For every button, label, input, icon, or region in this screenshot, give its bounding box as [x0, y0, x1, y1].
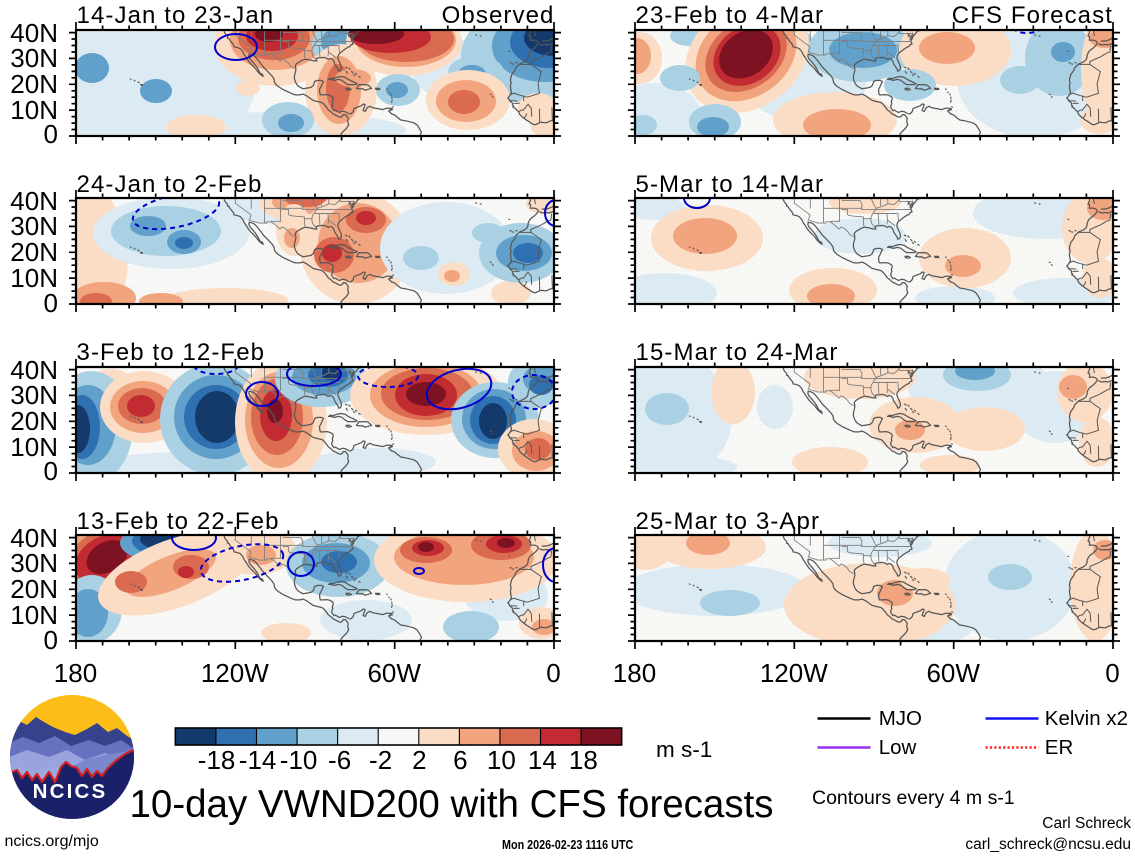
svg-text:NCICS: NCICS: [33, 780, 108, 803]
